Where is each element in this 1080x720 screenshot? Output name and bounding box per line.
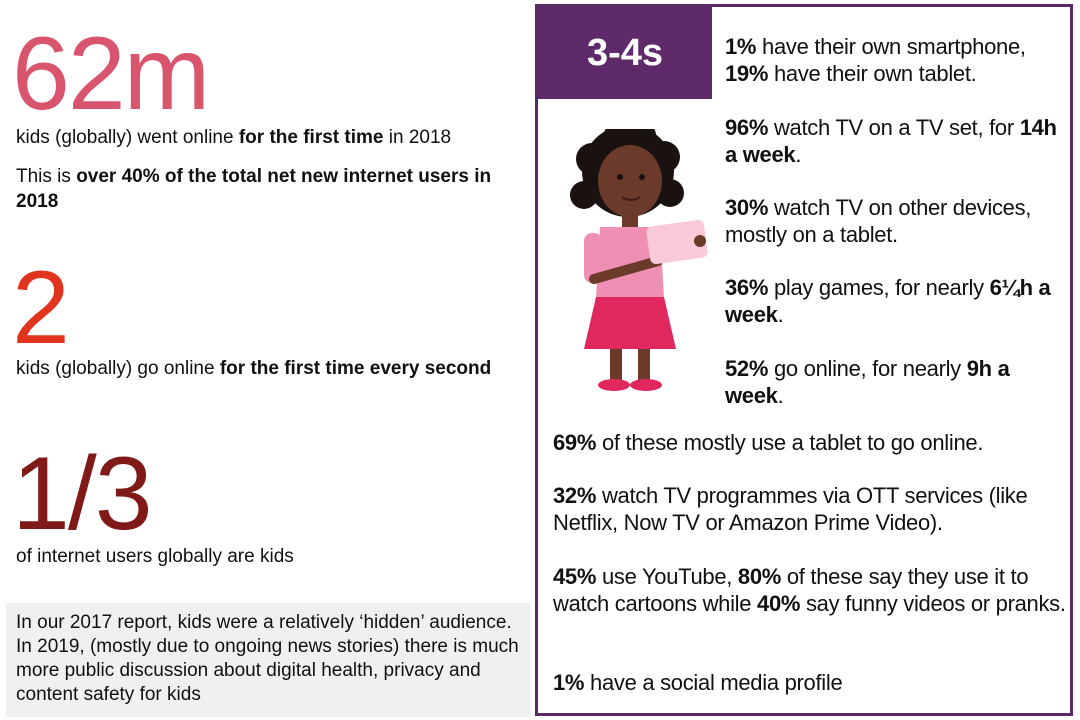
- stat-text: of these say they use it to watch cartoo…: [553, 564, 1029, 616]
- stat-bold: 80%: [737, 564, 782, 589]
- age-panel: 3-4s 1% have their own smartph: [535, 4, 1073, 716]
- stat-62m-caption: kids (globally) went online for the firs…: [16, 125, 526, 150]
- stat-bold: 6¼h a week: [725, 275, 1051, 327]
- stat-bold: 9h a week: [725, 356, 1010, 408]
- caption-text: kids (globally) went online: [16, 127, 239, 148]
- stat-ott: 32% watch TV programmes via OTT services…: [553, 482, 1068, 536]
- stat-bold: 1%: [725, 34, 757, 59]
- caption-text: kids (globally) go online: [16, 358, 220, 379]
- stat-third-caption: of internet users globally are kids: [16, 546, 294, 567]
- girl-with-tablet-illustration: [570, 129, 708, 391]
- stat-bold: 69%: [553, 430, 597, 455]
- stat-bold: 1%: [553, 670, 585, 695]
- stat-text: have a social media profile: [584, 670, 843, 695]
- stat-games: 36% play games, for nearly 6¼h a week.: [725, 274, 1070, 328]
- stat-bold: 19%: [725, 61, 769, 86]
- stat-62m-number: 62m: [12, 16, 210, 132]
- stat-bold: 52%: [725, 356, 769, 381]
- stat-online: 52% go online, for nearly 9h a week.: [725, 355, 1045, 409]
- caption-bold: for the first time every second: [219, 358, 492, 379]
- stat-bold: 30%: [725, 195, 769, 220]
- stat-youtube: 45% use YouTube, 80% of these say they u…: [553, 563, 1068, 617]
- stat-2-caption: kids (globally) go online for the first …: [16, 356, 526, 381]
- stat-bold: 14h a week: [725, 115, 1057, 167]
- stat-bold: 96%: [725, 115, 769, 140]
- stat-text: .: [795, 142, 802, 167]
- stat-text: say funny videos or pranks.: [800, 591, 1066, 616]
- stat-bold: 32%: [553, 483, 597, 508]
- stat-social: 1% have a social media profile: [553, 669, 1068, 696]
- stat-62m-extra: This is over 40% of the total net new in…: [16, 164, 526, 214]
- stat-text: play games, for nearly: [768, 275, 990, 300]
- stat-tablet-online: 69% of these mostly use a tablet to go o…: [553, 429, 1068, 456]
- stat-bold: 40%: [757, 591, 801, 616]
- stat-text: go online, for nearly: [768, 356, 967, 381]
- caption-bold: for the first time: [238, 127, 384, 148]
- stat-text: watch TV programmes via OTT services (li…: [553, 483, 1028, 535]
- stat-text: use YouTube,: [596, 564, 738, 589]
- age-badge: 3-4s: [538, 7, 712, 99]
- report-note: In our 2017 report, kids were a relative…: [6, 603, 530, 717]
- stat-text: watch TV on other devices, mostly on a t…: [725, 195, 1032, 247]
- stat-text: .: [777, 383, 784, 408]
- stat-text: .: [777, 302, 784, 327]
- stat-smartphone: 1% have their own smartphone,: [725, 33, 1070, 60]
- stat-text: have their own smartphone,: [756, 34, 1026, 59]
- extra-text: This is: [16, 166, 77, 187]
- stat-tv-other: 30% watch TV on other devices, mostly on…: [725, 194, 1065, 248]
- stat-bold: 45%: [553, 564, 597, 589]
- extra-bold: over 40% of the total net new internet u…: [16, 166, 492, 212]
- stat-tablet: 19% have their own tablet.: [725, 60, 1070, 87]
- stat-2-number: 2: [12, 250, 70, 366]
- stat-bold: 36%: [725, 275, 769, 300]
- stat-tv-set: 96% watch TV on a TV set, for 14h a week…: [725, 114, 1065, 168]
- stat-text: of these mostly use a tablet to go onlin…: [596, 430, 984, 455]
- stat-text: watch TV on a TV set, for: [768, 115, 1020, 140]
- caption-text: in 2018: [383, 127, 452, 148]
- stat-text: have their own tablet.: [768, 61, 977, 86]
- stat-third-number: 1/3: [12, 436, 153, 552]
